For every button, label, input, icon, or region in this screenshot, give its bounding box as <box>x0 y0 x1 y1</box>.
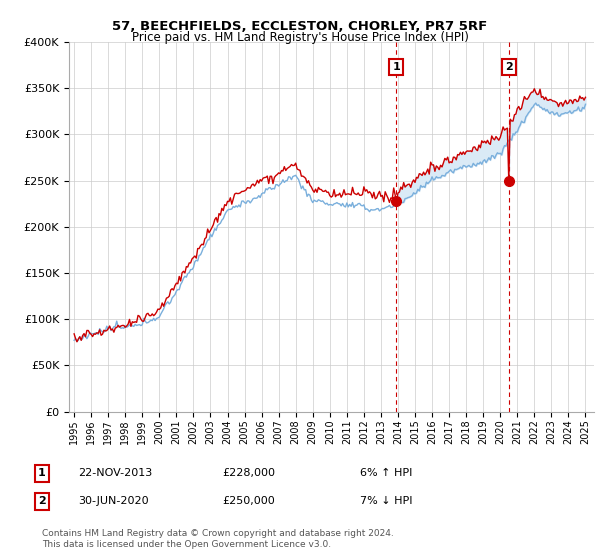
Text: 22-NOV-2013: 22-NOV-2013 <box>78 468 152 478</box>
Text: £250,000: £250,000 <box>222 496 275 506</box>
Text: £228,000: £228,000 <box>222 468 275 478</box>
Text: 57, BEECHFIELDS, ECCLESTON, CHORLEY, PR7 5RF: 57, BEECHFIELDS, ECCLESTON, CHORLEY, PR7… <box>112 20 488 32</box>
Text: 2: 2 <box>38 496 46 506</box>
Text: Price paid vs. HM Land Registry's House Price Index (HPI): Price paid vs. HM Land Registry's House … <box>131 31 469 44</box>
Text: Contains HM Land Registry data © Crown copyright and database right 2024.
This d: Contains HM Land Registry data © Crown c… <box>42 529 394 549</box>
Text: 2: 2 <box>505 62 512 72</box>
Text: 6% ↑ HPI: 6% ↑ HPI <box>360 468 412 478</box>
Text: 1: 1 <box>392 62 400 72</box>
Text: 1: 1 <box>38 468 46 478</box>
Text: 30-JUN-2020: 30-JUN-2020 <box>78 496 149 506</box>
Text: 7% ↓ HPI: 7% ↓ HPI <box>360 496 413 506</box>
